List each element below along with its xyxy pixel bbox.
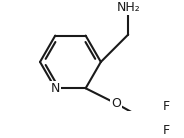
Text: F: F: [163, 100, 170, 113]
Text: O: O: [111, 97, 121, 110]
Text: NH₂: NH₂: [116, 1, 140, 14]
Text: N: N: [51, 82, 60, 95]
Text: F: F: [163, 124, 170, 137]
